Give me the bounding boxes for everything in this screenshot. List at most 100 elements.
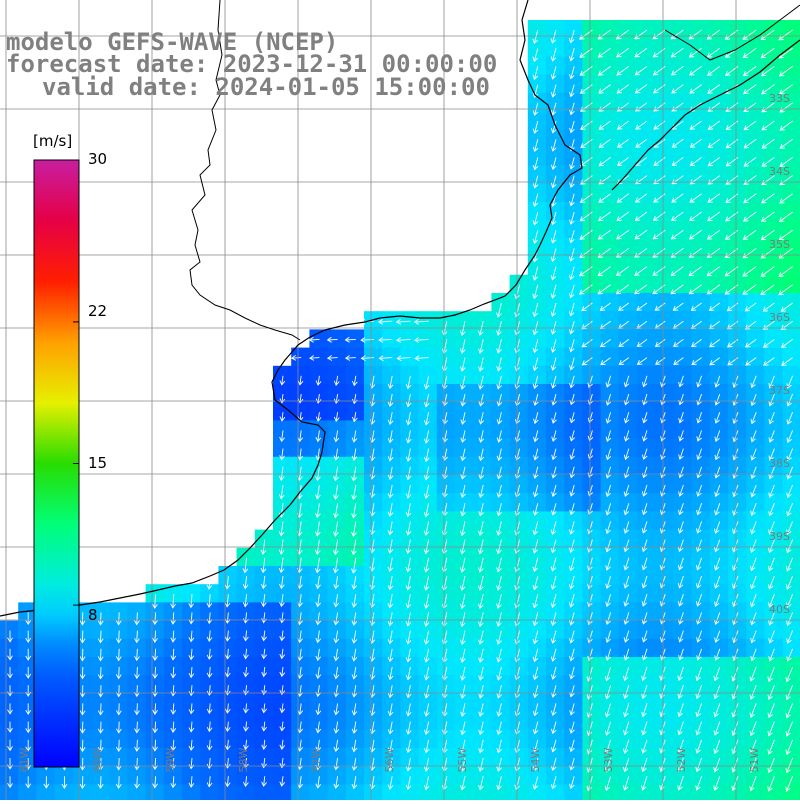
wind-speed-cell (692, 293, 711, 312)
wind-speed-cell (783, 439, 800, 458)
wind-speed-cell (510, 511, 529, 530)
wind-speed-cell (637, 402, 656, 421)
wind-speed-cell (564, 621, 583, 640)
wind-speed-cell (728, 584, 747, 603)
wind-speed-cell (655, 166, 674, 185)
wind-speed-cell (673, 56, 692, 75)
wind-speed-cell (619, 293, 638, 312)
wind-speed-cell (582, 56, 601, 75)
wind-speed-cell (564, 493, 583, 512)
wind-speed-cell (0, 748, 19, 767)
wind-speed-cell (637, 748, 656, 767)
wind-speed-cell (491, 402, 510, 421)
wind-speed-cell (710, 566, 729, 585)
wind-speed-cell (710, 730, 729, 749)
wind-speed-cell (0, 621, 19, 640)
wind-speed-cell (601, 329, 620, 348)
wind-speed-cell (692, 184, 711, 203)
wind-speed-cell (746, 329, 765, 348)
wind-speed-cell (692, 766, 711, 785)
wind-speed-cell (601, 293, 620, 312)
wind-speed-cell (619, 657, 638, 676)
wind-speed-cell (601, 457, 620, 476)
wind-speed-cell (582, 784, 601, 800)
wind-speed-cell (764, 129, 783, 148)
wind-speed-cell (619, 311, 638, 330)
wind-speed-cell (473, 475, 492, 494)
wind-speed-cell (728, 275, 747, 294)
wind-speed-cell (673, 548, 692, 567)
wind-speed-cell (673, 275, 692, 294)
wind-speed-cell (564, 457, 583, 476)
wind-speed-cell (783, 129, 800, 148)
wind-speed-cell (710, 348, 729, 367)
wind-speed-cell (728, 348, 747, 367)
wind-speed-cell (510, 384, 529, 403)
wind-speed-cell (528, 475, 547, 494)
wind-speed-cell (746, 111, 765, 130)
wind-speed-cell (510, 730, 529, 749)
wind-speed-cell (692, 657, 711, 676)
wind-speed-cell (673, 166, 692, 185)
wind-speed-cell (728, 639, 747, 658)
wind-speed-cell (692, 147, 711, 166)
wind-speed-cell (655, 566, 674, 585)
wind-speed-cell (546, 38, 565, 57)
wind-speed-cell (655, 639, 674, 658)
wind-speed-cell (673, 293, 692, 312)
wind-speed-cell (692, 602, 711, 621)
wind-speed-cell (746, 384, 765, 403)
wind-speed-cell (783, 147, 800, 166)
wind-speed-cell (746, 530, 765, 549)
wind-speed-cell (601, 730, 620, 749)
wind-speed-cell (546, 584, 565, 603)
wind-speed-cell (455, 475, 474, 494)
wind-speed-cell (528, 639, 547, 658)
wind-speed-cell (673, 621, 692, 640)
wind-speed-cell (528, 384, 547, 403)
wind-speed-cell (510, 420, 529, 439)
wind-speed-cell (673, 147, 692, 166)
wind-speed-cell (364, 329, 383, 348)
wind-speed-cell (783, 202, 800, 221)
wind-speed-cell (728, 657, 747, 676)
wind-speed-cell (546, 457, 565, 476)
wind-speed-cell (419, 311, 438, 330)
wind-speed-cell (564, 238, 583, 257)
wind-speed-cell (601, 257, 620, 276)
wind-speed-cell (673, 366, 692, 385)
wind-speed-cell (601, 511, 620, 530)
wind-speed-cell (546, 693, 565, 712)
wind-speed-cell (764, 202, 783, 221)
wind-speed-cell (728, 420, 747, 439)
wind-speed-cell (673, 202, 692, 221)
wind-speed-cell (582, 457, 601, 476)
wind-speed-cell (655, 129, 674, 148)
wind-speed-cell (710, 147, 729, 166)
wind-speed-cell (546, 311, 565, 330)
wind-speed-cell (783, 675, 800, 694)
wind-speed-cell (728, 220, 747, 239)
wind-speed-cell (510, 766, 529, 785)
wind-speed-cell (491, 439, 510, 458)
wind-speed-cell (692, 111, 711, 130)
wind-speed-cell (655, 238, 674, 257)
wind-speed-cell (582, 475, 601, 494)
wind-speed-cell (655, 329, 674, 348)
wind-speed-cell (673, 257, 692, 276)
wind-speed-cell (0, 712, 19, 731)
wind-speed-cell (619, 38, 638, 57)
wind-speed-cell (764, 675, 783, 694)
wind-speed-cell (346, 329, 365, 348)
wind-speed-cell (692, 257, 711, 276)
lat-label: 38S (769, 457, 790, 470)
wind-speed-cell (546, 566, 565, 585)
wind-speed-cell (582, 511, 601, 530)
wind-speed-cell (455, 493, 474, 512)
wind-speed-cell (382, 730, 401, 749)
wind-speed-cell (710, 530, 729, 549)
wind-speed-cell (582, 184, 601, 203)
wind-speed-cell (637, 511, 656, 530)
wind-speed-cell (601, 784, 620, 800)
wind-speed-cell (637, 384, 656, 403)
